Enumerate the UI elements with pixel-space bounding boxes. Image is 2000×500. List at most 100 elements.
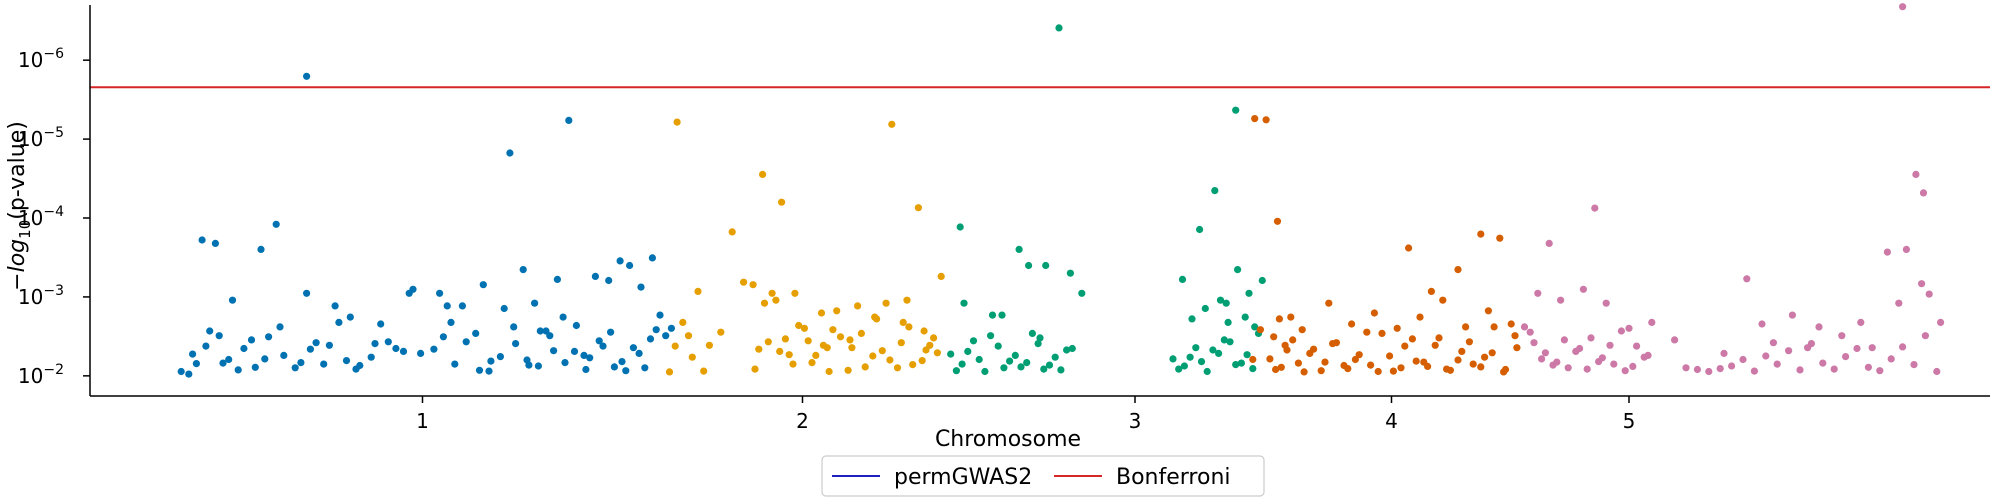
x-tick-label: 4 <box>1385 409 1398 433</box>
point-chr1 <box>610 363 619 371</box>
point-chr1 <box>219 359 227 367</box>
point-chr2 <box>836 333 845 341</box>
point-chr3 <box>1201 304 1209 313</box>
point-chr1 <box>189 350 197 358</box>
point-chr5 <box>1538 355 1546 363</box>
point-chr1 <box>185 370 193 378</box>
point-chr1 <box>257 245 265 253</box>
point-chr2 <box>829 326 837 334</box>
point-chr2 <box>679 318 687 326</box>
point-chr5 <box>1762 352 1770 360</box>
point-chr1 <box>211 239 219 247</box>
point-chr3 <box>1040 365 1048 373</box>
point-chr4 <box>1397 364 1405 372</box>
point-chr3 <box>969 337 978 345</box>
point-chr1 <box>297 359 305 367</box>
point-chr3b <box>1232 106 1240 114</box>
point-chr5 <box>1587 334 1595 342</box>
point-chr4 <box>1270 333 1278 341</box>
point-chr1 <box>648 254 657 262</box>
point-chr4 <box>1251 115 1259 123</box>
point-chr4 <box>1462 323 1470 331</box>
y-tick-label: 10−4 <box>18 204 64 230</box>
point-chr1 <box>496 353 504 361</box>
point-chr3 <box>1036 334 1044 342</box>
point-chr1 <box>430 345 438 353</box>
point-chr5 <box>1819 359 1827 367</box>
point-chr4 <box>1420 358 1428 366</box>
point-chr1 <box>485 367 493 375</box>
point-chr5 <box>1899 343 1907 351</box>
point-chr3 <box>1057 366 1065 374</box>
point-chr4 <box>1287 313 1295 321</box>
point-chr1 <box>553 275 562 283</box>
point-chr5 <box>1876 367 1884 375</box>
point-chr2 <box>785 351 793 359</box>
point-chr1 <box>565 116 573 124</box>
point-chr2 <box>795 321 803 330</box>
point-chr1 <box>542 327 550 335</box>
point-chr3 <box>998 311 1006 319</box>
point-chr4 <box>1458 347 1466 355</box>
point-chr4 <box>1477 230 1485 238</box>
point-chr5 <box>1910 361 1918 369</box>
point-chr2 <box>700 367 708 375</box>
point-chr1 <box>626 261 634 270</box>
point-chr2 <box>694 287 702 295</box>
point-chr1 <box>417 349 425 357</box>
point-chr5 <box>1541 349 1549 357</box>
point-chr2 <box>861 363 869 371</box>
point-chr1 <box>215 332 223 340</box>
point-chr4 <box>1443 365 1451 373</box>
point-chr5 <box>1739 355 1747 364</box>
point-chr3 <box>994 342 1002 350</box>
point-chr5 <box>1595 358 1603 366</box>
point-chr4 <box>1408 335 1416 343</box>
point-chr2 <box>844 366 852 374</box>
point-chr1 <box>646 335 655 343</box>
point-chr2 <box>717 328 725 336</box>
point-chr5 <box>1579 285 1587 293</box>
point-chr2 <box>759 170 767 178</box>
point-chr1 <box>629 344 638 352</box>
point-chr4 <box>1454 356 1462 364</box>
point-chr3 <box>1249 365 1257 373</box>
point-chr4 <box>1401 342 1409 350</box>
point-chr1 <box>228 296 237 304</box>
point-chr5 <box>1785 347 1793 355</box>
point-chr4 <box>1348 320 1356 328</box>
point-chr5b <box>1912 170 1920 178</box>
point-chr5 <box>1640 353 1648 361</box>
point-chr1 <box>346 313 354 321</box>
point-chr2 <box>804 337 812 345</box>
point-chr5 <box>1705 367 1713 376</box>
point-chr4 <box>1256 326 1264 334</box>
point-chr4 <box>1500 368 1508 376</box>
point-chr4 <box>1306 349 1314 357</box>
point-chr3 <box>1000 364 1008 372</box>
point-chr1 <box>451 360 459 368</box>
point-chr1 <box>667 324 676 332</box>
point-chr5 <box>1830 365 1838 373</box>
point-chr2 <box>937 272 945 280</box>
point-chr4 <box>1367 361 1375 369</box>
point-chr4 <box>1294 359 1302 367</box>
point-chr2 <box>848 344 856 352</box>
point-chr3 <box>960 299 968 307</box>
point-chr1 <box>384 338 392 346</box>
point-chr2 <box>764 338 772 346</box>
point-chr5 <box>1773 360 1781 368</box>
point-chr2 <box>740 278 748 286</box>
point-chr2 <box>778 198 786 206</box>
point-chr1 <box>399 347 408 355</box>
point-chr3 <box>1226 338 1234 346</box>
point-chr3 <box>1234 266 1242 274</box>
point-chr1 <box>637 283 645 291</box>
point-chr1 <box>291 364 299 372</box>
point-chr4 <box>1281 341 1289 349</box>
point-chr5 <box>1815 323 1823 331</box>
x-tick-label: 5 <box>1623 409 1636 433</box>
point-chr1 <box>479 281 487 289</box>
point-chr3 <box>958 360 966 368</box>
point-chr2 <box>888 120 896 128</box>
